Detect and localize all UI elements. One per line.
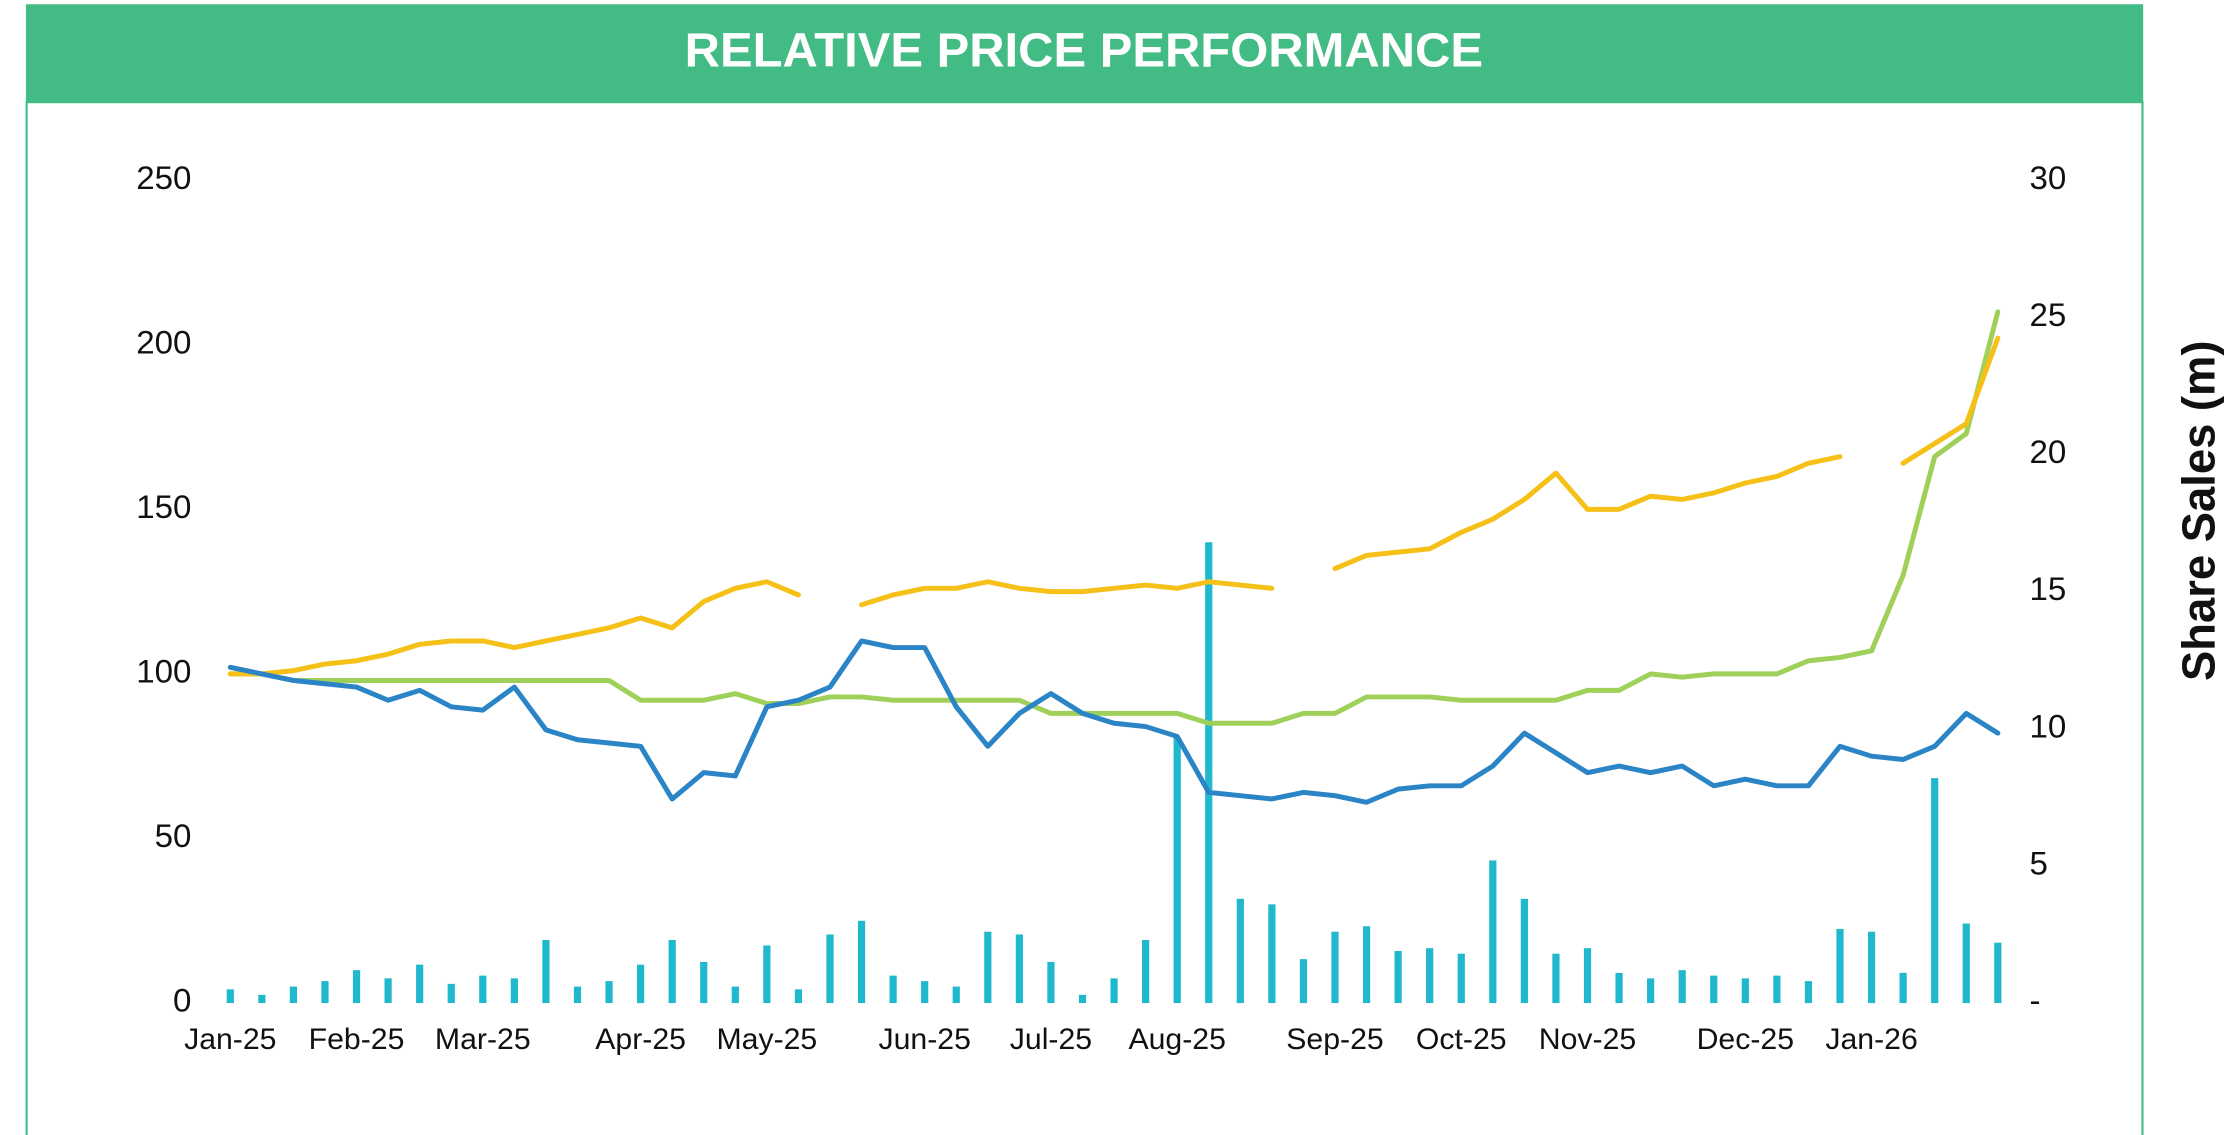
share-sales-bar xyxy=(857,920,866,1004)
x-tick-label: Aug-25 xyxy=(1128,1023,1225,1056)
share-sales-bar xyxy=(384,978,392,1004)
share-sales-bar xyxy=(700,961,708,1004)
share-sales-bar xyxy=(1710,975,1718,1004)
share-sales-bar xyxy=(1773,975,1781,1004)
share-sales-bar xyxy=(447,983,455,1004)
share-sales-bar xyxy=(542,939,550,1004)
x-tick-label: Dec-25 xyxy=(1697,1023,1794,1056)
share-sales-bar xyxy=(510,978,518,1004)
share-sales-bar xyxy=(826,934,834,1004)
share-sales-bar xyxy=(321,981,329,1004)
y-tick-label: 50 xyxy=(155,817,192,854)
share-sales-bar xyxy=(479,975,487,1004)
share-sales-bar xyxy=(1299,959,1308,1004)
share-sales-bar xyxy=(1804,981,1813,1004)
x-tick-label: May-25 xyxy=(716,1023,817,1056)
share-sales-bar xyxy=(1931,778,1939,1004)
share-sales-bar xyxy=(1962,923,1970,1004)
share-sales-bar xyxy=(1457,953,1465,1004)
x-tick-label: Jan-26 xyxy=(1825,1023,1917,1056)
share-sales-bar xyxy=(794,989,803,1004)
y2-tick-label: 5 xyxy=(2029,845,2047,882)
share-sales-bar xyxy=(668,939,676,1004)
share-sales-bar xyxy=(1994,942,2002,1004)
x-tick-label: Oct-25 xyxy=(1416,1023,1507,1056)
share-sales-bar xyxy=(1647,978,1655,1004)
share-sales-bar xyxy=(416,964,424,1004)
share-sales-bar xyxy=(1047,961,1055,1004)
share-sales-bar xyxy=(1552,953,1560,1004)
share-sales-bar xyxy=(1331,931,1339,1004)
share-sales-bar xyxy=(1867,931,1876,1004)
share-sales-bar xyxy=(258,994,266,1004)
share-sales-bar xyxy=(1078,994,1087,1004)
share-sales-bar xyxy=(1394,950,1402,1004)
x-tick-label: Sep-25 xyxy=(1286,1023,1383,1056)
share-sales-bar xyxy=(352,970,361,1004)
share-sales-bar xyxy=(763,945,771,1004)
price-line xyxy=(227,335,2001,677)
share-sales-bar xyxy=(1678,970,1686,1004)
header-bar xyxy=(25,4,2144,103)
y-tick-label: 0 xyxy=(173,982,191,1019)
share-sales-bar xyxy=(889,975,897,1004)
share-sales-bar xyxy=(1173,736,1181,1004)
chart-title: RELATIVE PRICE PERFORMANCE xyxy=(685,24,1483,78)
x-tick-label: Jan-25 xyxy=(184,1023,276,1056)
x-tick-label: Mar-25 xyxy=(435,1023,531,1056)
share-sales-bar xyxy=(289,986,298,1004)
share-sales-bar xyxy=(1268,904,1276,1004)
y2-tick-label: 25 xyxy=(2029,296,2066,333)
y2-tick-label: 30 xyxy=(2029,159,2066,196)
share-sales-bar xyxy=(573,986,582,1004)
share-sales-bar xyxy=(1899,972,1907,1004)
share-sales-bar xyxy=(605,981,613,1004)
x-tick-label: Jul-25 xyxy=(1010,1023,1092,1056)
x-tick-label: Apr-25 xyxy=(595,1023,686,1056)
share-sales-bar xyxy=(1741,978,1749,1004)
x-tick-label: Nov-25 xyxy=(1539,1023,1636,1056)
y2-axis-label: Share Sales (m) xyxy=(2173,340,2224,681)
share-sales-bar xyxy=(921,981,929,1004)
y2-tick-label: - xyxy=(2029,982,2040,1019)
share-sales-bar xyxy=(1836,928,1844,1004)
price-line xyxy=(227,309,2001,726)
share-sales-bar xyxy=(1142,939,1150,1004)
price-line xyxy=(227,638,2001,805)
share-sales-bar xyxy=(1426,948,1434,1004)
share-sales-bar xyxy=(1015,934,1023,1004)
share-sales-bar xyxy=(1362,926,1371,1004)
share-sales-bar xyxy=(226,989,234,1004)
share-sales-bar xyxy=(952,986,960,1004)
y2-tick-label: 15 xyxy=(2029,570,2066,607)
share-sales-bar xyxy=(1205,542,1213,1004)
share-sales-bar xyxy=(1583,948,1592,1004)
share-sales-bar xyxy=(1615,972,1623,1004)
share-sales-bar xyxy=(637,964,645,1004)
share-sales-bar xyxy=(1236,898,1244,1004)
y2-tick-label: 20 xyxy=(2029,433,2066,470)
y-tick-label: 100 xyxy=(136,653,191,690)
share-sales-bar xyxy=(984,931,992,1004)
share-sales-bar xyxy=(731,986,739,1004)
x-tick-label: Feb-25 xyxy=(309,1023,405,1056)
y-tick-label: 200 xyxy=(136,324,191,361)
y-tick-label: 250 xyxy=(136,159,191,196)
x-tick-label: Jun-25 xyxy=(878,1023,970,1056)
y-tick-label: 150 xyxy=(136,488,191,525)
share-sales-bar xyxy=(1110,978,1118,1004)
frame xyxy=(25,101,2144,1135)
share-sales-bar xyxy=(1489,860,1497,1004)
share-sales-bar xyxy=(1520,898,1528,1004)
y2-tick-label: 10 xyxy=(2029,708,2066,745)
